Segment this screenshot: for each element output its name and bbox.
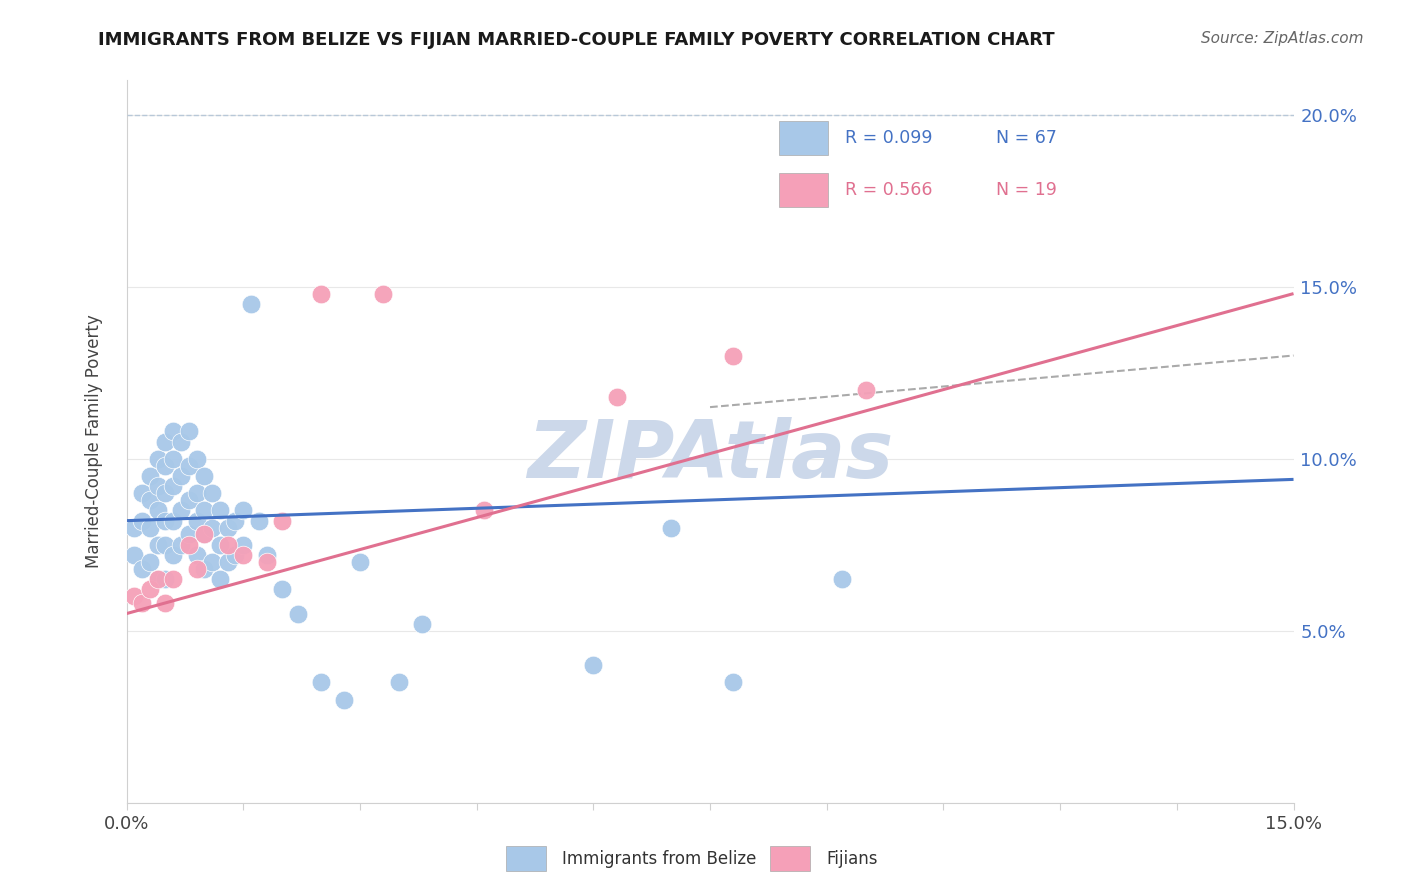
Point bbox=[131, 562, 153, 576]
Point bbox=[131, 514, 153, 528]
Point bbox=[177, 493, 200, 508]
Point bbox=[271, 582, 294, 597]
Point bbox=[170, 434, 193, 449]
Point bbox=[208, 503, 231, 517]
Point bbox=[177, 424, 200, 438]
Point bbox=[855, 383, 877, 397]
Point bbox=[155, 596, 177, 610]
Bar bbox=[770, 847, 810, 871]
Point bbox=[146, 503, 169, 517]
Point bbox=[247, 514, 270, 528]
Point bbox=[193, 562, 215, 576]
Point bbox=[155, 434, 177, 449]
Point bbox=[193, 527, 215, 541]
Bar bbox=[506, 847, 546, 871]
Point bbox=[582, 658, 605, 673]
Point bbox=[186, 548, 208, 562]
Point bbox=[309, 286, 332, 301]
Point bbox=[177, 527, 200, 541]
Point bbox=[217, 555, 239, 569]
Point bbox=[333, 692, 356, 706]
Point bbox=[271, 514, 294, 528]
Point bbox=[155, 572, 177, 586]
Text: Source: ZipAtlas.com: Source: ZipAtlas.com bbox=[1201, 31, 1364, 46]
Point bbox=[139, 555, 162, 569]
Y-axis label: Married-Couple Family Poverty: Married-Couple Family Poverty bbox=[84, 315, 103, 568]
Point bbox=[256, 555, 278, 569]
Point bbox=[146, 451, 169, 466]
Point bbox=[232, 503, 254, 517]
Point bbox=[659, 520, 682, 534]
Point bbox=[139, 520, 162, 534]
Point bbox=[170, 503, 193, 517]
Point bbox=[139, 493, 162, 508]
Point bbox=[474, 503, 496, 517]
Point bbox=[177, 458, 200, 473]
Point bbox=[162, 479, 184, 493]
Point bbox=[217, 538, 239, 552]
Point bbox=[124, 548, 146, 562]
Point bbox=[155, 486, 177, 500]
Point bbox=[131, 486, 153, 500]
Point bbox=[146, 479, 169, 493]
Point bbox=[287, 607, 309, 621]
Point bbox=[201, 555, 224, 569]
Point bbox=[170, 469, 193, 483]
Point bbox=[124, 520, 146, 534]
Point bbox=[146, 572, 169, 586]
Point bbox=[193, 503, 215, 517]
Text: Fijians: Fijians bbox=[827, 849, 879, 868]
Point bbox=[201, 486, 224, 500]
Point bbox=[146, 572, 169, 586]
Point bbox=[162, 548, 184, 562]
Point bbox=[139, 582, 162, 597]
Point bbox=[240, 297, 263, 311]
Point bbox=[831, 572, 853, 586]
Point bbox=[186, 486, 208, 500]
Point bbox=[155, 538, 177, 552]
Text: Immigrants from Belize: Immigrants from Belize bbox=[562, 849, 756, 868]
Point bbox=[170, 538, 193, 552]
Point bbox=[124, 590, 146, 604]
Point bbox=[162, 451, 184, 466]
Text: IMMIGRANTS FROM BELIZE VS FIJIAN MARRIED-COUPLE FAMILY POVERTY CORRELATION CHART: IMMIGRANTS FROM BELIZE VS FIJIAN MARRIED… bbox=[98, 31, 1054, 49]
Text: ZIPAtlas: ZIPAtlas bbox=[527, 417, 893, 495]
Point bbox=[224, 514, 246, 528]
Point bbox=[232, 538, 254, 552]
Point bbox=[162, 424, 184, 438]
Point bbox=[224, 548, 246, 562]
Point bbox=[723, 349, 745, 363]
Point bbox=[186, 451, 208, 466]
Point bbox=[177, 538, 200, 552]
Point bbox=[723, 675, 745, 690]
Point bbox=[217, 520, 239, 534]
Point bbox=[186, 514, 208, 528]
Point bbox=[373, 286, 395, 301]
Point bbox=[131, 596, 153, 610]
Point bbox=[201, 520, 224, 534]
Point bbox=[139, 469, 162, 483]
Point bbox=[155, 514, 177, 528]
Point bbox=[208, 572, 231, 586]
Point bbox=[232, 548, 254, 562]
Point bbox=[162, 572, 184, 586]
Point bbox=[606, 390, 628, 404]
Point bbox=[193, 469, 215, 483]
Point bbox=[146, 538, 169, 552]
Point bbox=[193, 527, 215, 541]
Point bbox=[186, 562, 208, 576]
Point bbox=[388, 675, 411, 690]
Point bbox=[208, 538, 231, 552]
Point bbox=[411, 616, 433, 631]
Point bbox=[256, 548, 278, 562]
Point bbox=[162, 514, 184, 528]
Point bbox=[155, 458, 177, 473]
Point bbox=[309, 675, 332, 690]
Point bbox=[349, 555, 371, 569]
